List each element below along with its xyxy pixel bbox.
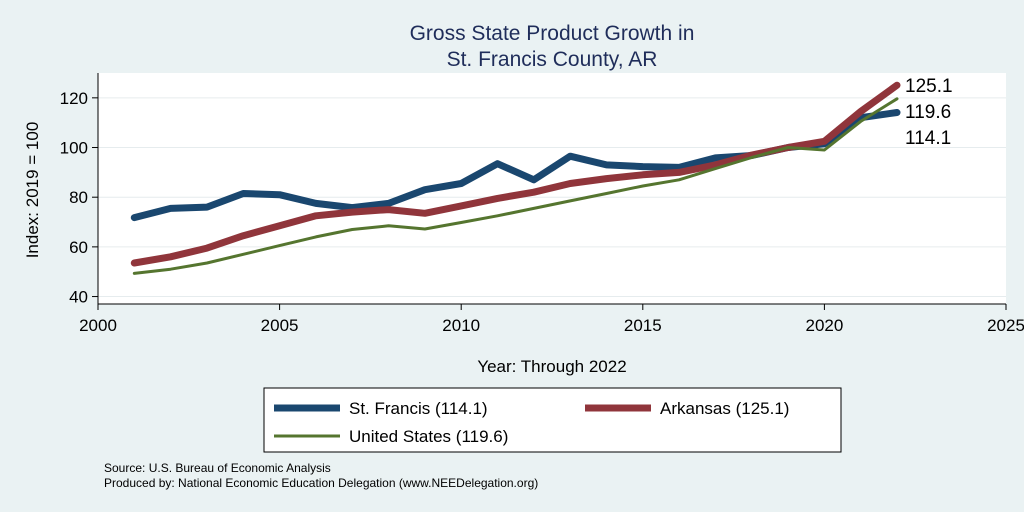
series-line-united-states [132, 97, 899, 275]
y-tick-label-120: 120 [60, 89, 88, 108]
x-tick-label-2010: 2010 [442, 316, 480, 335]
producer-note: Produced by: National Economic Education… [104, 476, 538, 490]
end-label-arkansas: 125.1 [905, 76, 953, 97]
series-lines [130, 81, 901, 275]
legend-box [263, 387, 842, 453]
legend: St. Francis (114.1) Arkansas (125.1) Uni… [263, 387, 842, 453]
x-tick-label-2015: 2015 [624, 316, 662, 335]
legend-label-st-francis: St. Francis (114.1) [349, 399, 488, 418]
y-tick-label-100: 100 [60, 139, 88, 158]
end-labels: 125.1 119.6 114.1 [905, 76, 953, 149]
y-tick-label-40: 40 [69, 288, 88, 307]
chart-title-line-1: Gross State Product Growth in [410, 22, 695, 45]
y-tick-label-60: 60 [69, 238, 88, 257]
y-axis: 40 60 80 100 120 [60, 73, 99, 307]
legend-label-united-states: United States (119.6) [349, 427, 508, 446]
x-tick-label-2025: 2025 [987, 316, 1024, 335]
x-axis: 2000 2005 2010 2015 2020 2025 [79, 303, 1024, 335]
y-tick-label-80: 80 [69, 188, 88, 207]
legend-label-arkansas: Arkansas (125.1) [660, 399, 789, 418]
chart-title: Gross State Product Growth in St. Franci… [410, 22, 695, 71]
x-tick-label-2020: 2020 [805, 316, 843, 335]
x-tick-label-2005: 2005 [261, 316, 299, 335]
end-label-united-states: 119.6 [905, 102, 951, 123]
end-label-st-francis: 114.1 [905, 128, 951, 149]
chart-title-line-2: St. Francis County, AR [447, 48, 658, 71]
y-axis-label: Index: 2019 = 100 [23, 122, 42, 259]
x-tick-label-2000: 2000 [79, 316, 117, 335]
x-axis-label: Year: Through 2022 [477, 357, 626, 376]
source-note: Source: U.S. Bureau of Economic Analysis [104, 461, 331, 475]
